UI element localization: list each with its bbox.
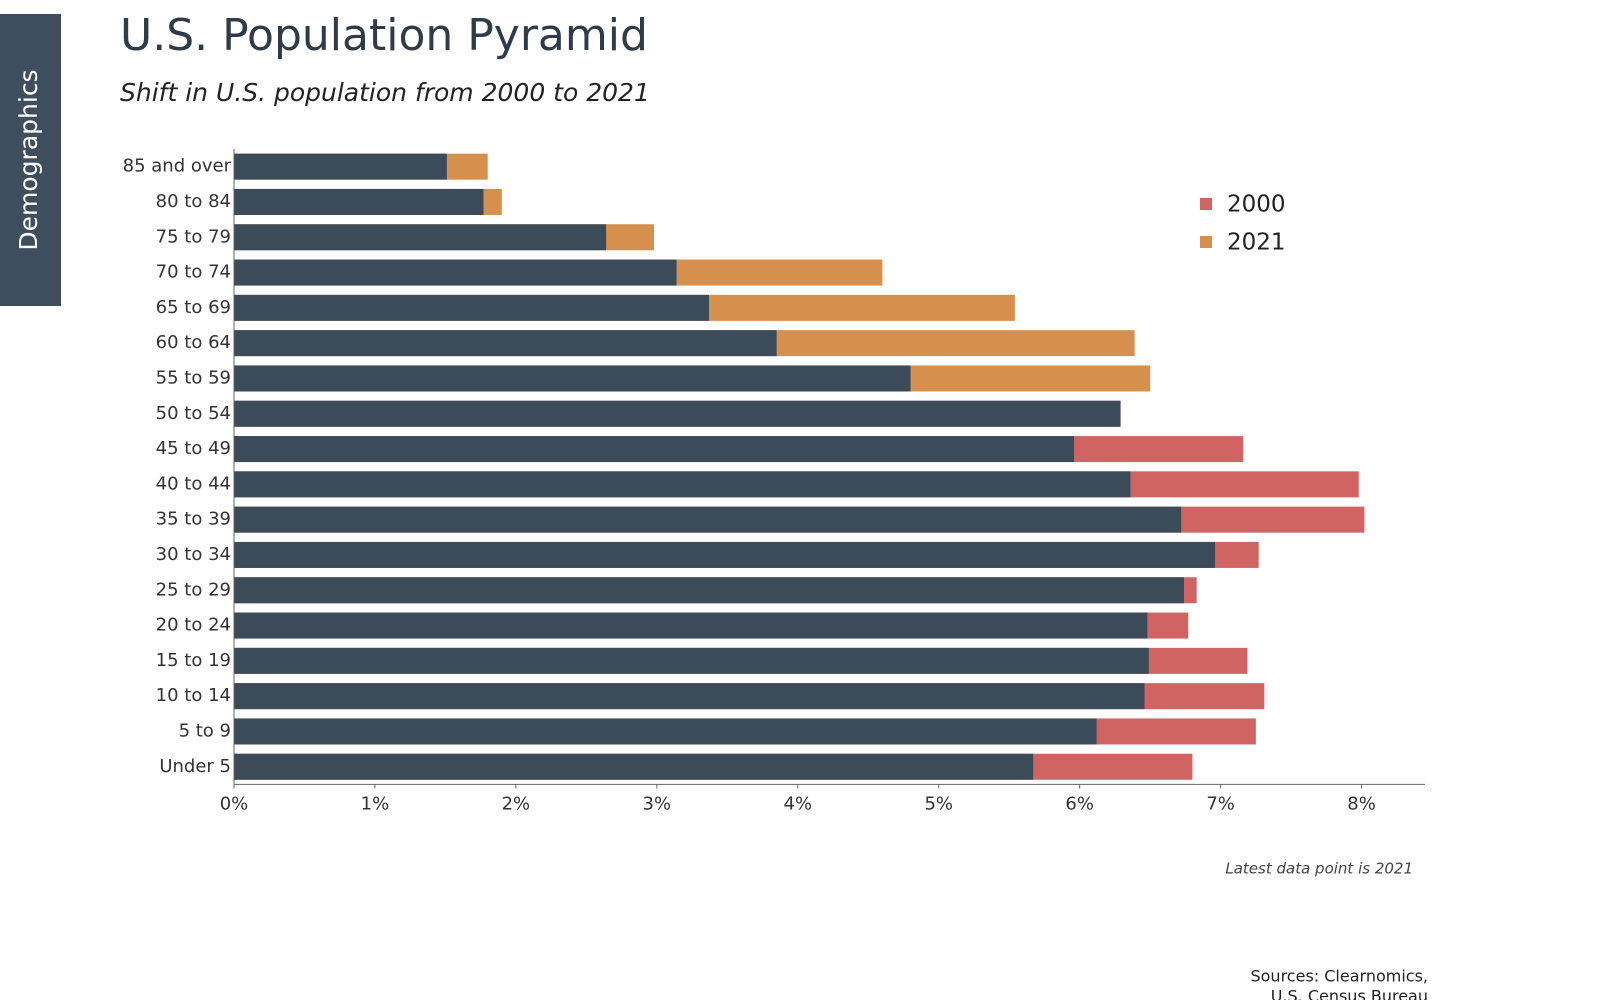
bar	[234, 330, 777, 357]
x-tick-label: 7%	[1206, 793, 1235, 814]
y-tick-label: 30 to 34	[156, 544, 231, 565]
y-tick-label: 40 to 44	[156, 473, 231, 494]
bar	[234, 506, 1182, 533]
bar	[234, 259, 677, 286]
x-tick-label: 8%	[1347, 793, 1376, 814]
sidebar-label: Demographics	[14, 69, 43, 250]
y-tick-label: 20 to 24	[156, 615, 231, 636]
x-tick-label: 5%	[924, 793, 953, 814]
y-tick-label: 75 to 79	[156, 226, 231, 247]
bar	[234, 188, 484, 215]
y-tick-label: 70 to 74	[156, 262, 231, 283]
bar	[234, 365, 911, 392]
legend-swatch	[1200, 236, 1212, 248]
y-tick-label: 35 to 39	[156, 509, 231, 530]
x-tick-label: 4%	[784, 793, 813, 814]
bar	[234, 436, 1075, 463]
bar	[234, 612, 1148, 639]
y-tick-label: 50 to 54	[156, 403, 231, 424]
legend-swatch	[1200, 198, 1212, 210]
bar	[234, 647, 1149, 674]
bar	[234, 294, 709, 321]
source: U.S. Census Bureau	[1271, 987, 1428, 1000]
source: Sources: Clearnomics,	[1250, 967, 1428, 986]
bar	[234, 471, 1131, 498]
bar	[234, 718, 1097, 745]
bar	[234, 224, 607, 251]
x-tick-label: 1%	[361, 793, 390, 814]
y-tick-label: 60 to 64	[156, 332, 231, 353]
bar	[234, 400, 1121, 427]
note: Latest data point is 2021	[1225, 860, 1413, 878]
x-tick-label: 3%	[643, 793, 672, 814]
bar	[234, 541, 1215, 568]
x-tick-label: 2%	[502, 793, 531, 814]
y-tick-label: 85 and over	[123, 156, 232, 177]
legend-label: 2000	[1227, 192, 1286, 218]
bar	[234, 683, 1145, 710]
x-tick-label: 0%	[220, 793, 249, 814]
bar	[234, 153, 447, 180]
y-tick-label: 55 to 59	[156, 367, 231, 388]
y-tick-label: 10 to 14	[156, 685, 231, 706]
legend-label: 2021	[1227, 230, 1286, 256]
chart-subtitle: Shift in U.S. population from 2000 to 20…	[120, 78, 650, 107]
y-tick-label: 65 to 69	[156, 297, 231, 318]
x-tick-label: 6%	[1065, 793, 1094, 814]
y-tick-label: 5 to 9	[179, 720, 231, 741]
y-tick-label: 25 to 29	[156, 579, 231, 600]
y-tick-label: 15 to 19	[156, 650, 231, 671]
bar	[234, 577, 1184, 604]
sidebar-tab	[0, 14, 61, 306]
bar	[234, 753, 1034, 780]
y-tick-label: 80 to 84	[156, 191, 231, 212]
y-tick-label: Under 5	[159, 756, 231, 777]
y-tick-label: 45 to 49	[156, 438, 231, 459]
chart-title: U.S. Population Pyramid	[120, 10, 648, 61]
